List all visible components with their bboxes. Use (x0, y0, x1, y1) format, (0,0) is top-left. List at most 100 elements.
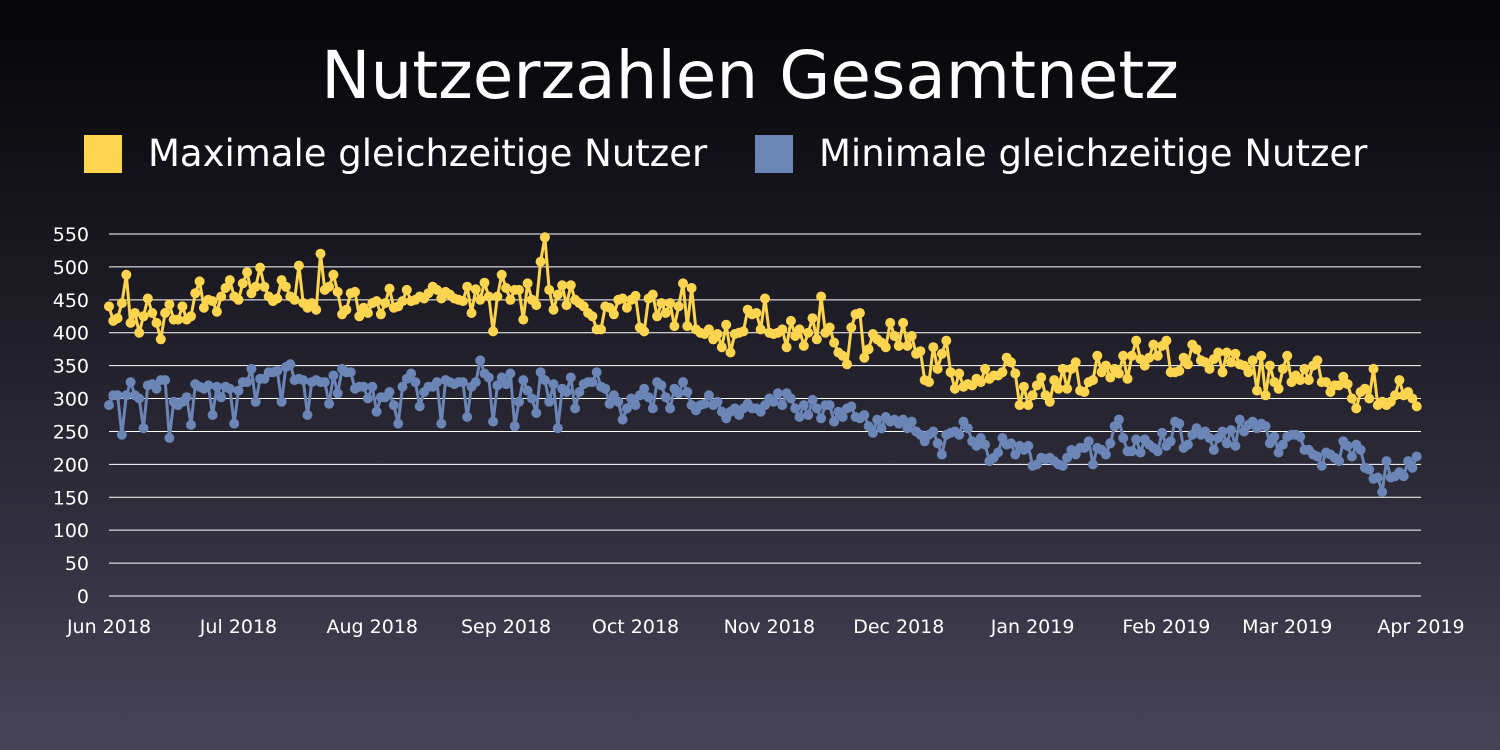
data-point (1165, 436, 1176, 447)
data-point (1221, 438, 1232, 449)
data-point (190, 288, 201, 299)
data-point (548, 304, 559, 315)
data-point (518, 375, 529, 386)
data-point (842, 359, 852, 370)
data-point (164, 299, 175, 310)
data-point (673, 301, 684, 312)
data-point (673, 388, 684, 399)
data-point (539, 232, 550, 243)
data-point (1018, 381, 1029, 392)
data-point (242, 377, 253, 388)
data-point (125, 377, 136, 388)
data-point (924, 377, 934, 388)
data-point (1338, 371, 1349, 382)
data-point (1346, 451, 1357, 462)
data-point (194, 276, 205, 287)
data-point (898, 317, 909, 328)
data-point (470, 377, 481, 388)
data-point (768, 396, 779, 407)
data-point (993, 447, 1004, 458)
data-point (224, 383, 235, 394)
data-point (116, 298, 127, 309)
data-point (656, 380, 667, 391)
data-point (177, 301, 188, 312)
data-point (224, 275, 235, 286)
data-point (302, 410, 313, 420)
x-tick-label: Oct 2018 (592, 616, 679, 638)
data-point (829, 416, 840, 427)
data-point (492, 291, 503, 302)
data-point (1118, 433, 1129, 443)
data-point (1131, 335, 1142, 346)
data-point (522, 278, 533, 289)
data-point (488, 416, 499, 427)
data-point (1182, 359, 1193, 370)
data-point (514, 396, 524, 407)
x-tick-label: Sep 2018 (461, 616, 551, 638)
data-point (1204, 433, 1215, 443)
x-tick-label: Jan 2019 (990, 616, 1075, 638)
data-point (1213, 347, 1224, 358)
data-point (552, 289, 563, 300)
data-point (1351, 403, 1362, 414)
data-point (242, 267, 253, 278)
data-point (483, 291, 494, 302)
data-point (104, 301, 114, 312)
data-point (134, 393, 145, 404)
data-point (785, 315, 796, 326)
data-point (660, 308, 671, 318)
data-point (1100, 360, 1111, 371)
data-point (1010, 368, 1021, 379)
data-point (932, 363, 943, 374)
y-tick-label: 500 (53, 257, 89, 279)
data-point (781, 342, 792, 353)
legend-swatch-min (755, 135, 793, 173)
y-tick-label: 350 (53, 356, 89, 378)
data-point (151, 383, 162, 394)
data-point (902, 340, 913, 351)
data-point (932, 438, 943, 449)
data-point (518, 314, 529, 325)
data-point (285, 359, 296, 370)
data-point (1411, 401, 1422, 412)
data-point (112, 390, 123, 401)
data-point (777, 400, 788, 411)
data-point (941, 335, 952, 346)
y-tick-label: 150 (53, 487, 89, 509)
data-point (824, 400, 835, 411)
data-point (811, 403, 822, 414)
legend-swatch-max (84, 135, 122, 173)
data-point (1118, 350, 1129, 361)
data-point (1079, 387, 1090, 397)
x-tick-label: Mar 2019 (1242, 616, 1332, 638)
data-point (630, 290, 641, 301)
data-point (315, 248, 326, 259)
data-point (772, 388, 783, 399)
data-point (945, 367, 956, 378)
data-point (457, 296, 468, 307)
legend: Maximale gleichzeitige Nutzer Minimale g… (0, 130, 1500, 178)
data-point (703, 324, 714, 335)
data-point (345, 367, 356, 378)
data-point (138, 311, 149, 322)
data-point (479, 277, 490, 288)
data-point (1277, 439, 1288, 450)
series-min (104, 355, 1422, 497)
data-point (889, 331, 900, 341)
y-tick-label: 250 (53, 421, 89, 443)
data-point (798, 400, 809, 411)
data-point (837, 412, 848, 422)
data-point (712, 396, 723, 407)
data-point (207, 296, 218, 307)
data-point (1122, 373, 1133, 384)
data-point (1273, 447, 1284, 458)
data-point (198, 302, 209, 313)
data-point (1126, 350, 1137, 361)
data-point (1014, 400, 1025, 411)
data-point (492, 380, 503, 391)
data-point (358, 381, 369, 392)
data-point (173, 314, 184, 325)
data-point (1148, 339, 1159, 350)
data-point (436, 418, 447, 429)
data-point (112, 313, 123, 324)
